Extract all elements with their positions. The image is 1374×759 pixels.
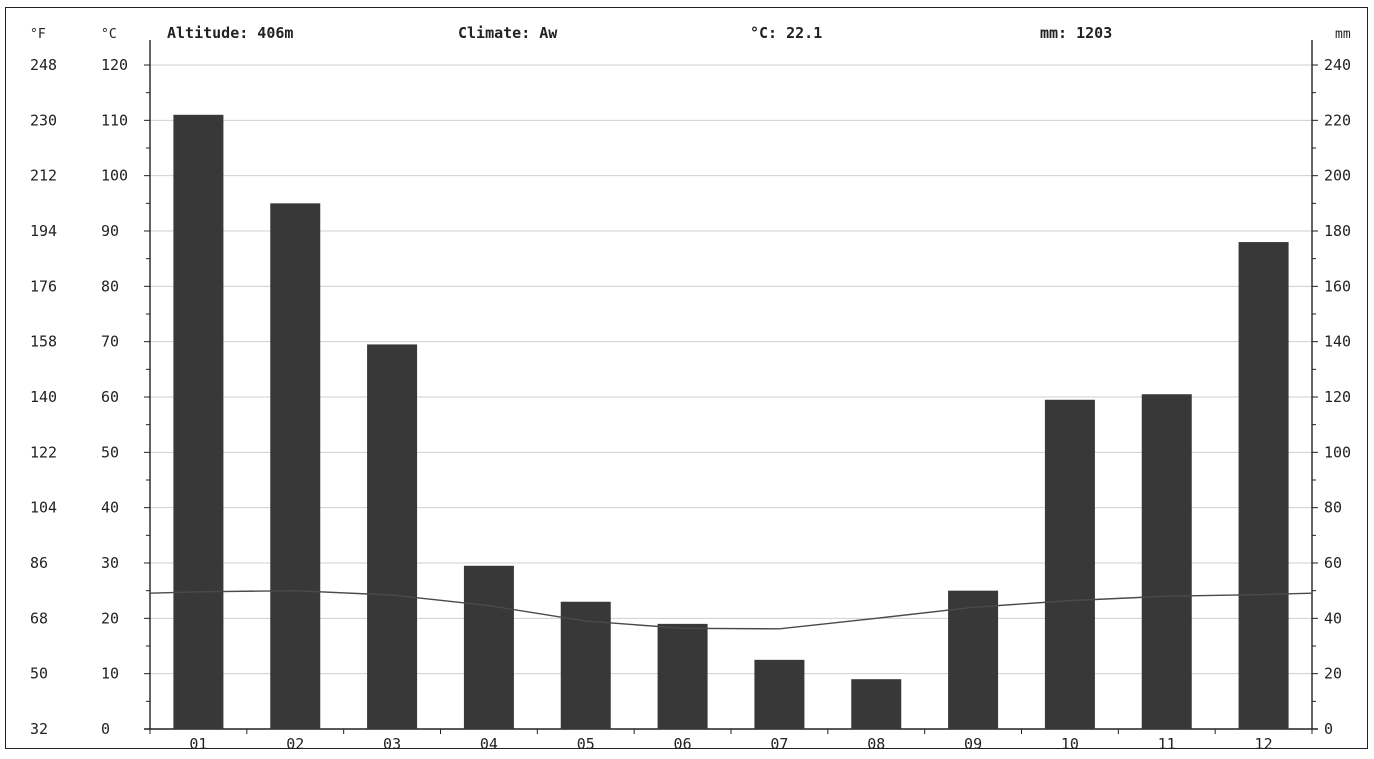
precipitation-bar xyxy=(657,623,708,729)
mm-tick-label: 0 xyxy=(1324,720,1333,738)
fahrenheit-axis-title: °F xyxy=(30,27,46,42)
celsius-tick-label: 0 xyxy=(101,720,110,738)
precipitation-bar xyxy=(851,679,902,729)
fahrenheit-tick-label: 68 xyxy=(30,609,48,627)
celsius-tick-label: 120 xyxy=(101,56,128,74)
x-tick-label: 07 xyxy=(770,735,788,753)
precipitation-bar xyxy=(367,344,418,729)
celsius-tick-label: 100 xyxy=(101,167,128,185)
x-tick-label: 10 xyxy=(1061,735,1079,753)
precipitation-bar xyxy=(463,565,514,729)
precipitation-bar xyxy=(1238,242,1289,730)
celsius-tick-label: 70 xyxy=(101,333,119,351)
precipitation-bar xyxy=(270,203,321,730)
mm-tick-label: 160 xyxy=(1324,277,1351,295)
altitude-label: Altitude: 406m xyxy=(167,24,293,42)
fahrenheit-tick-label: 50 xyxy=(30,665,48,683)
mm-tick-label: 80 xyxy=(1324,499,1342,517)
fahrenheit-tick-label: 212 xyxy=(30,167,57,185)
fahrenheit-tick-label: 32 xyxy=(30,720,48,738)
mm-tick-label: 200 xyxy=(1324,167,1351,185)
precipitation-bar xyxy=(1141,394,1192,729)
temperature-line xyxy=(149,589,1313,630)
celsius-tick-label: 60 xyxy=(101,388,119,406)
axes xyxy=(144,40,1318,734)
celsius-tick-label: 10 xyxy=(101,665,119,683)
fahrenheit-tick-label: 122 xyxy=(30,443,57,461)
fahrenheit-tick-label: 194 xyxy=(30,222,57,240)
precipitation-bar xyxy=(173,114,224,730)
climate-label: Climate: Aw xyxy=(458,24,558,42)
temperature-line-path xyxy=(149,589,1313,630)
celsius-tick-label: 90 xyxy=(101,222,119,240)
mm-tick-label: 100 xyxy=(1324,443,1351,461)
x-tick-label: 04 xyxy=(480,735,498,753)
fahrenheit-tick-label: 176 xyxy=(30,277,57,295)
fahrenheit-tick-label: 140 xyxy=(30,388,57,406)
x-tick-label: 05 xyxy=(577,735,595,753)
x-tick-label: 03 xyxy=(383,735,401,753)
x-tick-label: 11 xyxy=(1158,735,1176,753)
celsius-tick-label: 20 xyxy=(101,609,119,627)
fahrenheit-tick-label: 230 xyxy=(30,111,57,129)
x-tick-label: 12 xyxy=(1255,735,1273,753)
mm-tick-label: 40 xyxy=(1324,609,1342,627)
fahrenheit-tick-label: 104 xyxy=(30,499,57,517)
celsius-tick-label: 30 xyxy=(101,554,119,572)
x-tick-label: 02 xyxy=(286,735,304,753)
gridlines xyxy=(150,64,1312,675)
x-tick-label: 01 xyxy=(189,735,207,753)
precipitation-total-label: mm: 1203 xyxy=(1040,24,1112,42)
mm-tick-label: 60 xyxy=(1324,554,1342,572)
celsius-tick-label: 110 xyxy=(101,111,128,129)
mm-tick-label: 120 xyxy=(1324,388,1351,406)
fahrenheit-tick-label: 248 xyxy=(30,56,57,74)
fahrenheit-tick-label: 158 xyxy=(30,333,57,351)
mm-tick-label: 180 xyxy=(1324,222,1351,240)
precipitation-bars xyxy=(173,114,1289,730)
chart-frame xyxy=(5,7,1368,749)
mm-tick-label: 240 xyxy=(1324,56,1351,74)
x-tick-label: 06 xyxy=(674,735,692,753)
celsius-tick-label: 40 xyxy=(101,499,119,517)
mm-axis-title: mm xyxy=(1335,27,1351,42)
mm-tick-label: 140 xyxy=(1324,333,1351,351)
mm-tick-label: 220 xyxy=(1324,111,1351,129)
x-tick-label: 09 xyxy=(964,735,982,753)
precipitation-bar xyxy=(1044,399,1095,729)
celsius-tick-label: 50 xyxy=(101,443,119,461)
mean-temp-label: °C: 22.1 xyxy=(750,24,822,42)
celsius-axis-title: °C xyxy=(101,27,117,42)
x-tick-label: 08 xyxy=(867,735,885,753)
mm-tick-label: 20 xyxy=(1324,665,1342,683)
celsius-tick-label: 80 xyxy=(101,277,119,295)
fahrenheit-tick-label: 86 xyxy=(30,554,48,572)
precipitation-bar xyxy=(754,659,805,729)
precipitation-bar xyxy=(948,590,999,729)
